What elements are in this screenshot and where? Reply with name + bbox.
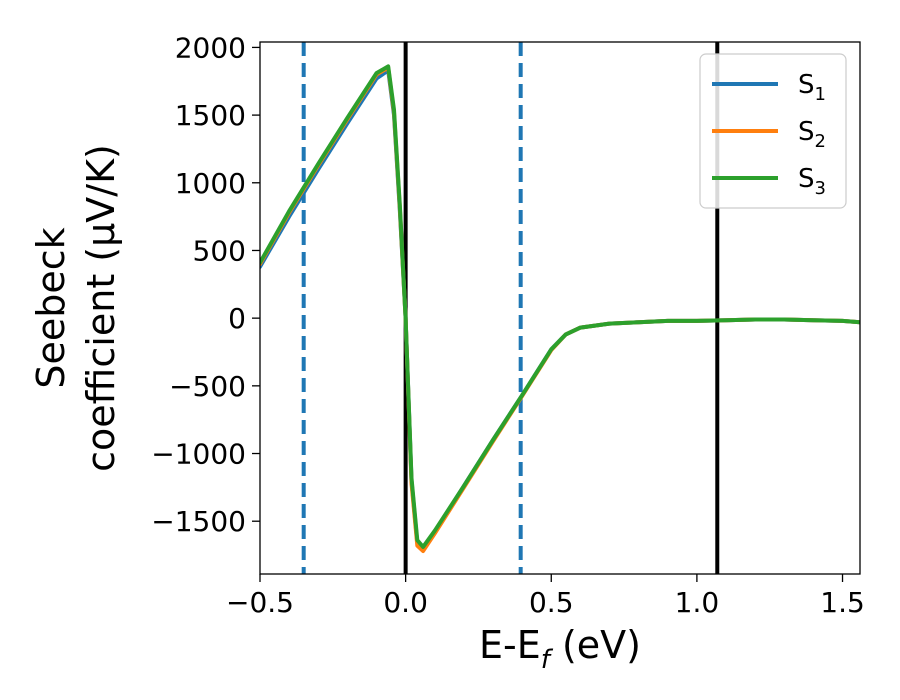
legend: S1 S2 S3 <box>699 53 847 209</box>
y-axis-label-line1: Seebeck <box>29 227 73 388</box>
x-tick-label: −0.5 <box>226 586 294 619</box>
plot-frame <box>259 41 861 575</box>
y-tick-label: 1500 <box>175 99 246 132</box>
legend-label-S1: S1 <box>798 70 826 105</box>
vertical-lines <box>301 42 720 574</box>
legend-label-S2: S2 <box>798 117 826 152</box>
y-tick-label: −1000 <box>151 438 246 471</box>
y-tick-label: 1000 <box>175 167 246 200</box>
y-axis-ticks: −1500 −1000 −500 0 500 1000 1500 2000 <box>151 31 260 538</box>
x-tick-label: 0.5 <box>529 586 574 619</box>
y-tick-label: −1500 <box>151 505 246 538</box>
legend-label-S3: S3 <box>798 164 826 199</box>
x-axis-ticks: −0.5 0.0 0.5 1.0 1.5 <box>226 574 865 619</box>
y-axis-label-line2: coefficient (μV/K) <box>79 144 123 472</box>
y-tick-label: 0 <box>228 302 246 335</box>
x-axis-label: E-Ef (eV) <box>479 623 641 675</box>
x-tick-label: 1.5 <box>820 586 865 619</box>
x-tick-label: 0.0 <box>383 586 428 619</box>
x-tick-label: 1.0 <box>675 586 720 619</box>
y-tick-label: 500 <box>193 234 246 267</box>
y-tick-label: 2000 <box>175 31 246 64</box>
y-tick-label: −500 <box>169 370 246 403</box>
series-lines <box>260 64 860 553</box>
series-line-S3 <box>260 64 860 549</box>
